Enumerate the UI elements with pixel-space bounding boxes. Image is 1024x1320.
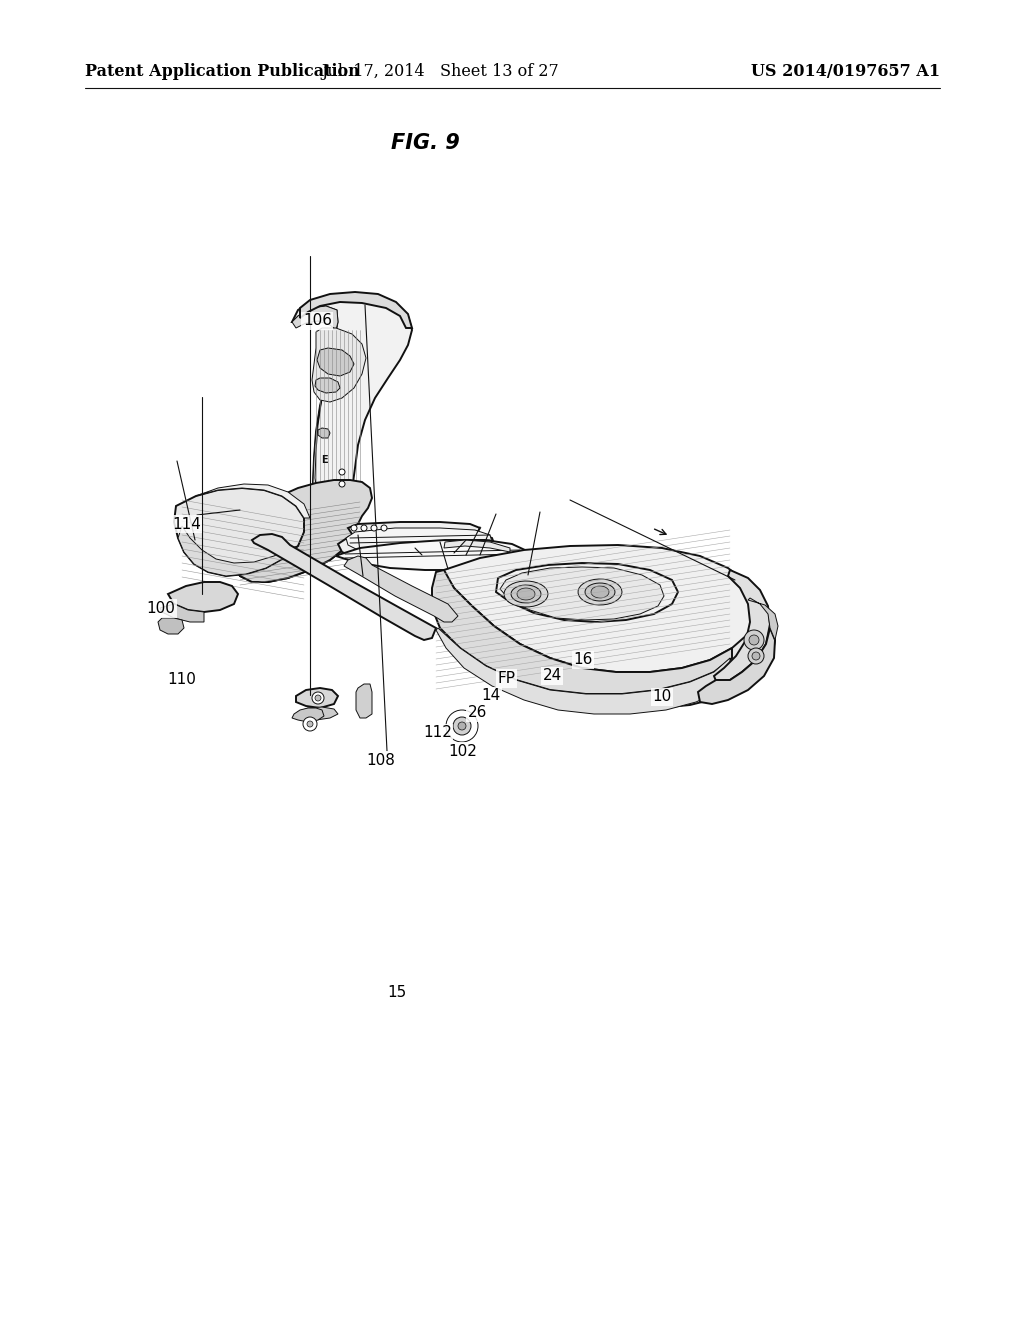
- Text: 14: 14: [481, 688, 501, 704]
- Polygon shape: [591, 586, 609, 598]
- Circle shape: [339, 480, 345, 487]
- Polygon shape: [698, 628, 775, 704]
- Text: 16: 16: [573, 652, 593, 668]
- Text: FP: FP: [498, 671, 516, 686]
- Polygon shape: [344, 556, 458, 622]
- Text: E: E: [321, 455, 328, 465]
- Polygon shape: [348, 521, 480, 539]
- Polygon shape: [317, 348, 354, 376]
- Polygon shape: [444, 540, 510, 552]
- Text: Jul. 17, 2014   Sheet 13 of 27: Jul. 17, 2014 Sheet 13 of 27: [322, 63, 559, 81]
- Circle shape: [748, 648, 764, 664]
- Polygon shape: [436, 628, 730, 714]
- Text: 26: 26: [468, 705, 487, 721]
- Polygon shape: [440, 579, 775, 708]
- Text: 102: 102: [449, 743, 477, 759]
- Polygon shape: [315, 378, 340, 393]
- Polygon shape: [346, 528, 492, 558]
- Text: 24: 24: [543, 668, 562, 684]
- Polygon shape: [234, 480, 372, 582]
- Circle shape: [453, 717, 471, 735]
- Polygon shape: [234, 517, 358, 582]
- Polygon shape: [504, 581, 548, 607]
- Polygon shape: [500, 568, 664, 620]
- Circle shape: [381, 525, 387, 531]
- Circle shape: [307, 721, 313, 727]
- Polygon shape: [748, 598, 778, 640]
- Circle shape: [749, 635, 759, 645]
- Polygon shape: [196, 484, 310, 517]
- Circle shape: [312, 692, 324, 704]
- Polygon shape: [579, 579, 622, 605]
- Text: 114: 114: [172, 516, 201, 532]
- Polygon shape: [336, 540, 525, 570]
- Polygon shape: [292, 306, 338, 330]
- Text: 110: 110: [167, 672, 196, 688]
- Circle shape: [303, 717, 317, 731]
- Polygon shape: [338, 531, 495, 566]
- Text: 106: 106: [303, 313, 332, 329]
- Polygon shape: [511, 585, 541, 603]
- Polygon shape: [496, 564, 678, 622]
- Polygon shape: [432, 570, 732, 694]
- Circle shape: [744, 630, 764, 649]
- Polygon shape: [318, 428, 330, 438]
- Circle shape: [446, 710, 478, 742]
- Circle shape: [458, 722, 466, 730]
- Text: Patent Application Publication: Patent Application Publication: [85, 63, 359, 81]
- Polygon shape: [296, 688, 338, 708]
- Text: US 2014/0197657 A1: US 2014/0197657 A1: [751, 63, 940, 81]
- Text: FIG. 9: FIG. 9: [390, 132, 460, 153]
- Polygon shape: [160, 605, 204, 622]
- Circle shape: [361, 525, 367, 531]
- Polygon shape: [168, 582, 238, 612]
- Polygon shape: [292, 306, 348, 532]
- Circle shape: [371, 525, 377, 531]
- Polygon shape: [158, 618, 184, 634]
- Polygon shape: [252, 535, 436, 640]
- Text: 100: 100: [146, 601, 175, 616]
- Polygon shape: [356, 684, 372, 718]
- Polygon shape: [174, 488, 304, 576]
- Polygon shape: [312, 327, 366, 403]
- Polygon shape: [444, 545, 756, 672]
- Text: 112: 112: [423, 725, 452, 741]
- Circle shape: [351, 525, 357, 531]
- Polygon shape: [296, 708, 338, 719]
- Polygon shape: [292, 293, 412, 532]
- Circle shape: [315, 696, 321, 701]
- Text: 10: 10: [652, 689, 672, 705]
- Polygon shape: [292, 708, 324, 722]
- Polygon shape: [585, 583, 615, 601]
- Polygon shape: [300, 292, 412, 327]
- Circle shape: [339, 469, 345, 475]
- Text: 15: 15: [387, 985, 407, 1001]
- Polygon shape: [714, 570, 770, 686]
- Circle shape: [752, 652, 760, 660]
- Polygon shape: [178, 525, 298, 576]
- Text: 108: 108: [367, 752, 395, 768]
- Polygon shape: [517, 587, 535, 601]
